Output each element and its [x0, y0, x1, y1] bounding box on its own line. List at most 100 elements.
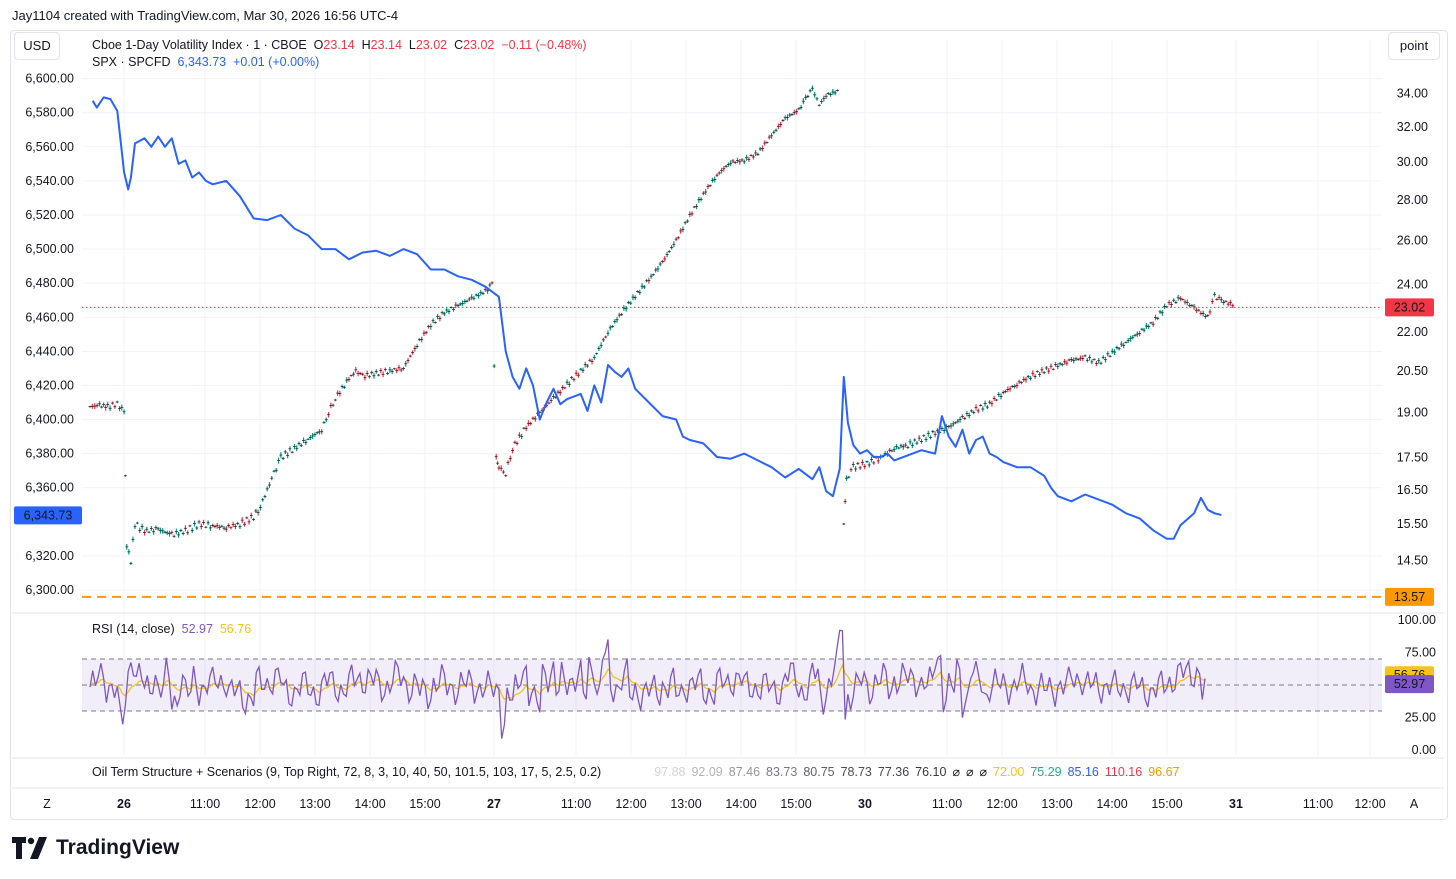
left-axis-tick-label: 6,600.00 — [25, 72, 74, 86]
time-axis-tick-label: 11:00 — [932, 797, 962, 811]
time-axis: 26 11:00 12:00 13:00 14:00 15:00 27 11:00 12:00 1… — [43, 797, 1419, 811]
left-axis-tick-label: 6,320.00 — [25, 549, 74, 563]
time-axis-tick-label: 31 — [1229, 797, 1243, 811]
left-axis-tick-label: 6,380.00 — [25, 447, 74, 461]
right-axis-tick-label: 15.50 — [1397, 517, 1428, 531]
open-label: O — [313, 38, 324, 52]
left-axis-tick-label: 6,360.00 — [25, 481, 74, 495]
oil-indicator-value: ⌀ — [965, 765, 974, 779]
spx-legend-row[interactable]: SPX · SPCFD 6,343.73 +0.01 (+0.00%) — [92, 54, 587, 71]
oil-indicator-value: 110.16 — [1104, 765, 1143, 779]
vix-last-tag: 23.02 — [1394, 300, 1425, 314]
time-axis-tick-label: 12:00 — [1354, 797, 1385, 811]
oil-indicator-value: 75.29 — [1030, 765, 1062, 779]
oil-indicator-value: 97.88 — [654, 765, 686, 779]
rsi-tag-bg — [1385, 675, 1434, 694]
rsi-line — [89, 629, 1206, 739]
chart-watermark: Jay1104 created with TradingView.com, Ma… — [12, 8, 399, 23]
time-axis-tick-label: 14:00 — [725, 797, 756, 811]
oil-indicator-value: 72.00 — [993, 765, 1025, 779]
oil-indicator-value: 83.73 — [766, 765, 798, 779]
auto-scale-button[interactable]: A — [1410, 797, 1419, 811]
oil-indicator-label[interactable]: Oil Term Structure + Scenarios (9, Top R… — [92, 765, 602, 779]
oil-indicator-legend[interactable]: Oil Term Structure + Scenarios (9, Top R… — [92, 764, 1185, 779]
time-axis-tick-label: 26 — [117, 797, 131, 811]
oil-indicator-value: 77.36 — [877, 765, 910, 779]
axis-tags: 6,343.73 23.02 13.57 56.76 52.97 — [14, 298, 1434, 694]
time-axis-tick-label: 15:00 — [409, 797, 440, 811]
right-axis-tick-label: 17.50 — [1397, 451, 1428, 465]
oil-indicator-value: 87.46 — [728, 765, 761, 779]
left-axis-tick-label: 6,300.00 — [25, 583, 74, 597]
time-axis-tick-label: 13:00 — [299, 797, 330, 811]
right-axis-tick-label: 26.00 — [1397, 234, 1428, 248]
high-label: H — [361, 38, 371, 52]
spx-change: +0.01 (+0.00%) — [233, 55, 320, 69]
spx-last-tag: 6,343.73 — [24, 508, 73, 522]
timezone-button[interactable]: Z — [43, 797, 51, 811]
rsi-label[interactable]: RSI (14, close) — [92, 622, 175, 636]
price-pane — [82, 85, 1382, 598]
right-axis-tick-label: 32.00 — [1397, 120, 1428, 134]
oil-indicator-value: 80.75 — [803, 765, 835, 779]
left-axis-tick-label: 6,440.00 — [25, 344, 74, 358]
time-axis-tick-label: 11:00 — [561, 797, 591, 811]
oil-level-tag-bg — [1385, 587, 1434, 606]
vix-legend-row[interactable]: Cboe 1-Day Volatility Index · 1 · CBOE O… — [92, 37, 587, 54]
oil-level-tag: 13.57 — [1394, 590, 1425, 604]
rsi-axis-tick-label: 0.00 — [1412, 743, 1436, 757]
grid — [12, 40, 1444, 789]
tradingview-logo: TradingView — [12, 836, 179, 860]
main-legend: Cboe 1-Day Volatility Index · 1 · CBOE O… — [92, 37, 587, 71]
currency-button[interactable]: USD — [14, 32, 60, 60]
oil-indicator-value: 92.09 — [691, 765, 723, 779]
left-axis-tick-label: 6,400.00 — [25, 413, 74, 427]
change-value: −0.11 (−0.48%) — [501, 38, 587, 52]
time-axis-tick-label: 12:00 — [986, 797, 1017, 811]
rsi-pane — [82, 629, 1382, 739]
low-label: L — [408, 38, 416, 52]
spx-value: 6,343.73 — [177, 55, 227, 69]
rsi-legend[interactable]: RSI (14, close) 52.97 56.76 — [92, 622, 251, 636]
oil-indicator-value: 78.73 — [840, 765, 872, 779]
right-axis-tick-label: 30.00 — [1397, 155, 1428, 169]
high-value: 23.14 — [370, 38, 402, 52]
spx-line — [91, 96, 1222, 540]
left-axis-tick-label: 6,480.00 — [25, 276, 74, 290]
time-axis-tick-label: 14:00 — [1096, 797, 1127, 811]
rsi-axis-tick-label: 25.00 — [1405, 711, 1436, 725]
rsi-tag: 52.97 — [1394, 677, 1425, 691]
right-price-axis: 34.00 32.00 30.00 28.00 26.00 24.00 22.00 20.50… — [1397, 87, 1436, 757]
rsi-axis-tick-label: 100.00 — [1398, 613, 1436, 627]
time-axis-tick-label: 12:00 — [244, 797, 275, 811]
right-axis-tick-label: 34.00 — [1397, 87, 1428, 101]
scale-mode-button[interactable]: point — [1388, 32, 1440, 60]
rsi-axis-tick-label: 75.00 — [1405, 646, 1436, 660]
rsi-value: 52.97 — [181, 622, 213, 636]
vix-symbol-name[interactable]: Cboe 1-Day Volatility Index · 1 · CBOE — [92, 38, 307, 52]
right-axis-tick-label: 14.50 — [1397, 554, 1428, 568]
oil-indicator-value: ⌀ — [979, 765, 988, 779]
close-value: 23.02 — [463, 38, 495, 52]
left-axis-tick-label: 6,420.00 — [25, 378, 74, 392]
time-axis-tick-label: 15:00 — [1151, 797, 1182, 811]
time-axis-tick-label: 27 — [487, 797, 501, 811]
rsi-ma-value: 56.76 — [219, 622, 252, 636]
spx-symbol-name[interactable]: SPX · SPCFD — [92, 55, 171, 69]
time-axis-tick-label: 11:00 — [190, 797, 220, 811]
tradingview-logo-icon — [12, 837, 47, 859]
right-axis-tick-label: 24.00 — [1397, 277, 1428, 291]
oil-indicator-value: 76.10 — [915, 765, 947, 779]
time-axis-tick-label: 13:00 — [1041, 797, 1072, 811]
close-label: C — [454, 38, 464, 52]
left-axis-tick-label: 6,540.00 — [25, 174, 74, 188]
time-axis-tick-label: 11:00 — [1303, 797, 1333, 811]
oil-indicator-values: 97.88 92.09 87.46 83.73 80.75 78.73 77.36 76.10… — [654, 765, 1185, 779]
left-axis-tick-label: 6,580.00 — [25, 106, 74, 120]
oil-indicator-value: ⌀ — [952, 765, 960, 779]
right-axis-tick-label: 16.50 — [1397, 483, 1428, 497]
oil-indicator-value: 96.67 — [1148, 765, 1180, 779]
left-axis-tick-label: 6,560.00 — [25, 140, 74, 154]
right-axis-tick-label: 19.00 — [1397, 405, 1428, 419]
